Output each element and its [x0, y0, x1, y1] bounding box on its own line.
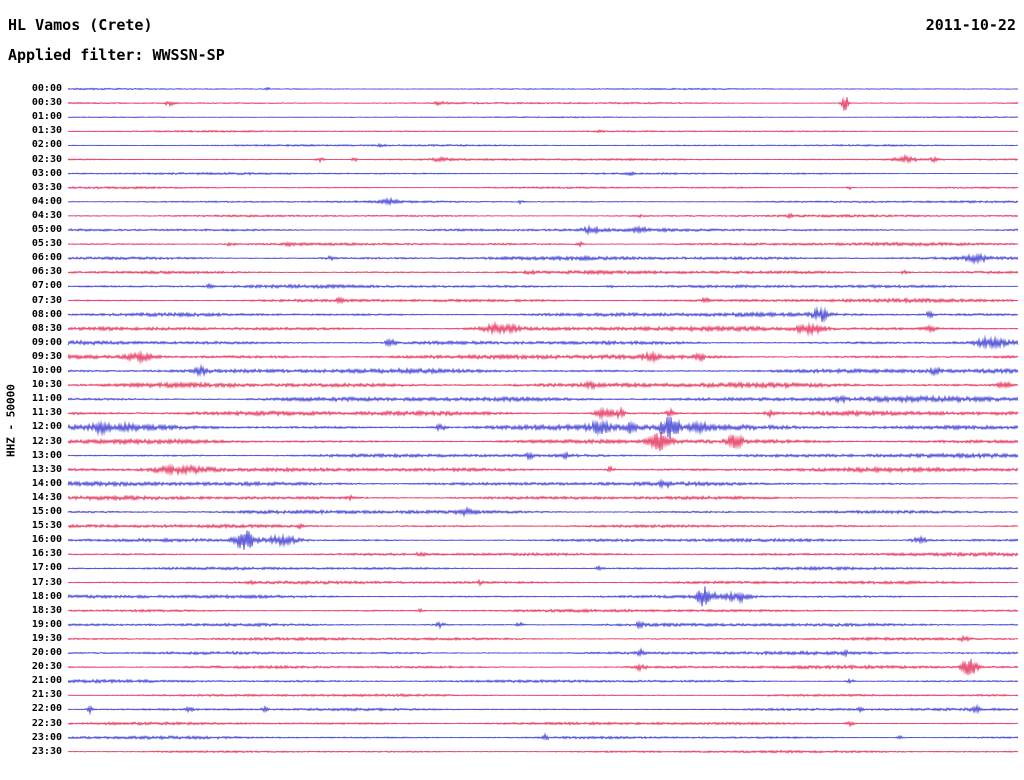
time-label: 11:30 [31, 407, 62, 419]
time-label: 04:30 [31, 209, 62, 221]
time-label: 05:00 [31, 224, 62, 235]
time-label: 03:00 [31, 167, 62, 179]
time-label: 20:00 [31, 647, 62, 658]
time-label: 23:30 [31, 745, 62, 757]
time-label: 02:00 [31, 139, 62, 151]
time-label: 21:00 [31, 675, 62, 687]
time-label: 03:30 [31, 181, 62, 193]
time-label: 14:00 [31, 477, 62, 489]
time-label: 14:30 [31, 491, 62, 503]
time-label: 17:30 [31, 576, 62, 588]
time-label: 08:00 [31, 308, 62, 320]
time-label: 22:30 [31, 717, 62, 729]
time-label: 06:00 [31, 252, 62, 264]
time-label: 18:30 [31, 604, 62, 616]
time-label: 16:00 [31, 534, 62, 546]
time-label: 17:00 [31, 562, 62, 574]
time-label: 11:00 [31, 393, 62, 405]
station-title: HL Vamos (Crete) [8, 16, 153, 34]
time-label: 09:30 [31, 350, 62, 362]
time-label: 13:30 [31, 463, 62, 475]
time-label: 16:30 [31, 548, 62, 560]
time-label: 15:30 [31, 520, 62, 532]
time-label: 02:30 [31, 153, 62, 165]
time-label: 20:30 [31, 661, 62, 673]
time-label: 01:30 [31, 125, 62, 137]
time-label: 04:00 [31, 195, 62, 207]
time-label: 12:30 [31, 435, 62, 447]
time-label: 05:30 [31, 238, 62, 250]
time-label: 19:00 [31, 618, 62, 630]
time-label: 10:00 [31, 365, 62, 376]
time-label: 07:30 [31, 294, 62, 306]
time-label: 00:00 [31, 83, 62, 94]
time-label: 08:30 [31, 322, 62, 334]
time-label: 15:00 [31, 506, 62, 517]
time-label: 06:30 [31, 266, 62, 278]
time-label: 09:00 [31, 336, 62, 348]
time-label: 23:00 [31, 731, 62, 743]
filter-label: Applied filter: WWSSN-SP [8, 46, 225, 64]
time-label: 10:30 [31, 379, 62, 391]
time-label: 21:30 [31, 689, 62, 701]
time-label: 13:00 [31, 449, 62, 461]
record-date: 2011-10-22 [925, 16, 1016, 34]
time-label: 22:00 [31, 703, 62, 715]
time-label: 07:00 [31, 280, 62, 292]
time-label: 19:30 [31, 632, 62, 644]
time-label: 18:00 [31, 590, 62, 602]
time-label: 12:00 [31, 421, 62, 433]
time-label: 01:00 [31, 111, 62, 123]
time-label: 00:30 [31, 97, 62, 109]
